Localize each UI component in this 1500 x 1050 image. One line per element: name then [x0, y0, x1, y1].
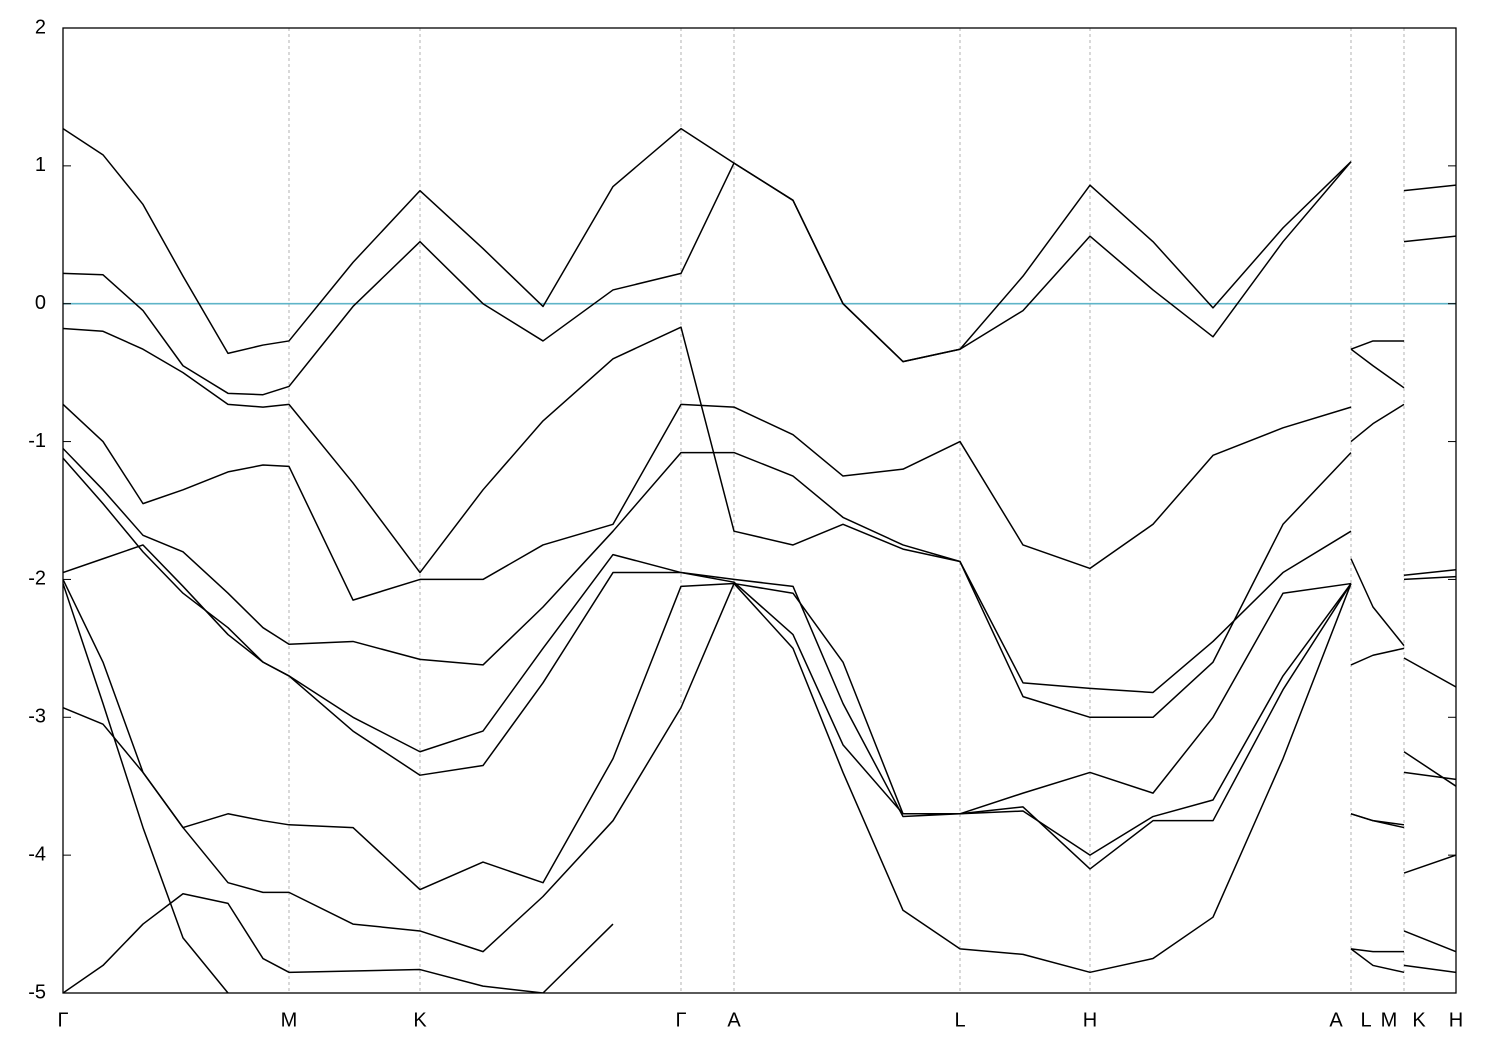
y-tick-label: -5 [28, 981, 46, 1003]
x-tick-label: M [281, 1009, 298, 1031]
x-tick-label: Γ [57, 1009, 68, 1031]
y-tick-label: 2 [35, 16, 46, 38]
plot-frame [62, 27, 1457, 994]
band-line [63, 892, 1456, 993]
y-tick-label: -4 [28, 843, 46, 865]
x-tick-label: L [1360, 1009, 1371, 1031]
x-tick-label: H [1083, 1009, 1097, 1031]
y-tick-label: 0 [35, 292, 46, 314]
y-tick-label: -3 [28, 706, 46, 728]
band-line [63, 447, 1456, 719]
x-tick-label: M [1381, 1009, 1398, 1031]
x-tick-label: K [1412, 1009, 1426, 1031]
y-tick-label: 1 [35, 154, 46, 176]
band-line [63, 579, 1456, 974]
band-line [63, 326, 1456, 694]
x-tick-label: L [954, 1009, 965, 1031]
x-tick-label: A [727, 1009, 741, 1031]
x-tick-label: Γ [675, 1009, 686, 1031]
band-line [63, 403, 1456, 601]
x-tick-label: K [413, 1009, 427, 1031]
band-line [63, 127, 1456, 363]
y-tick-label: -2 [28, 568, 46, 590]
grid [63, 28, 1456, 993]
bands [63, 127, 1456, 993]
band-line [63, 544, 1456, 856]
band-line [63, 582, 1456, 953]
band-line [63, 457, 1456, 829]
y-tick-label: -1 [28, 430, 46, 452]
x-tick-label: H [1449, 1009, 1463, 1031]
band-line [63, 161, 1456, 396]
x-tick-label: A [1329, 1009, 1343, 1031]
band-line [63, 583, 229, 993]
